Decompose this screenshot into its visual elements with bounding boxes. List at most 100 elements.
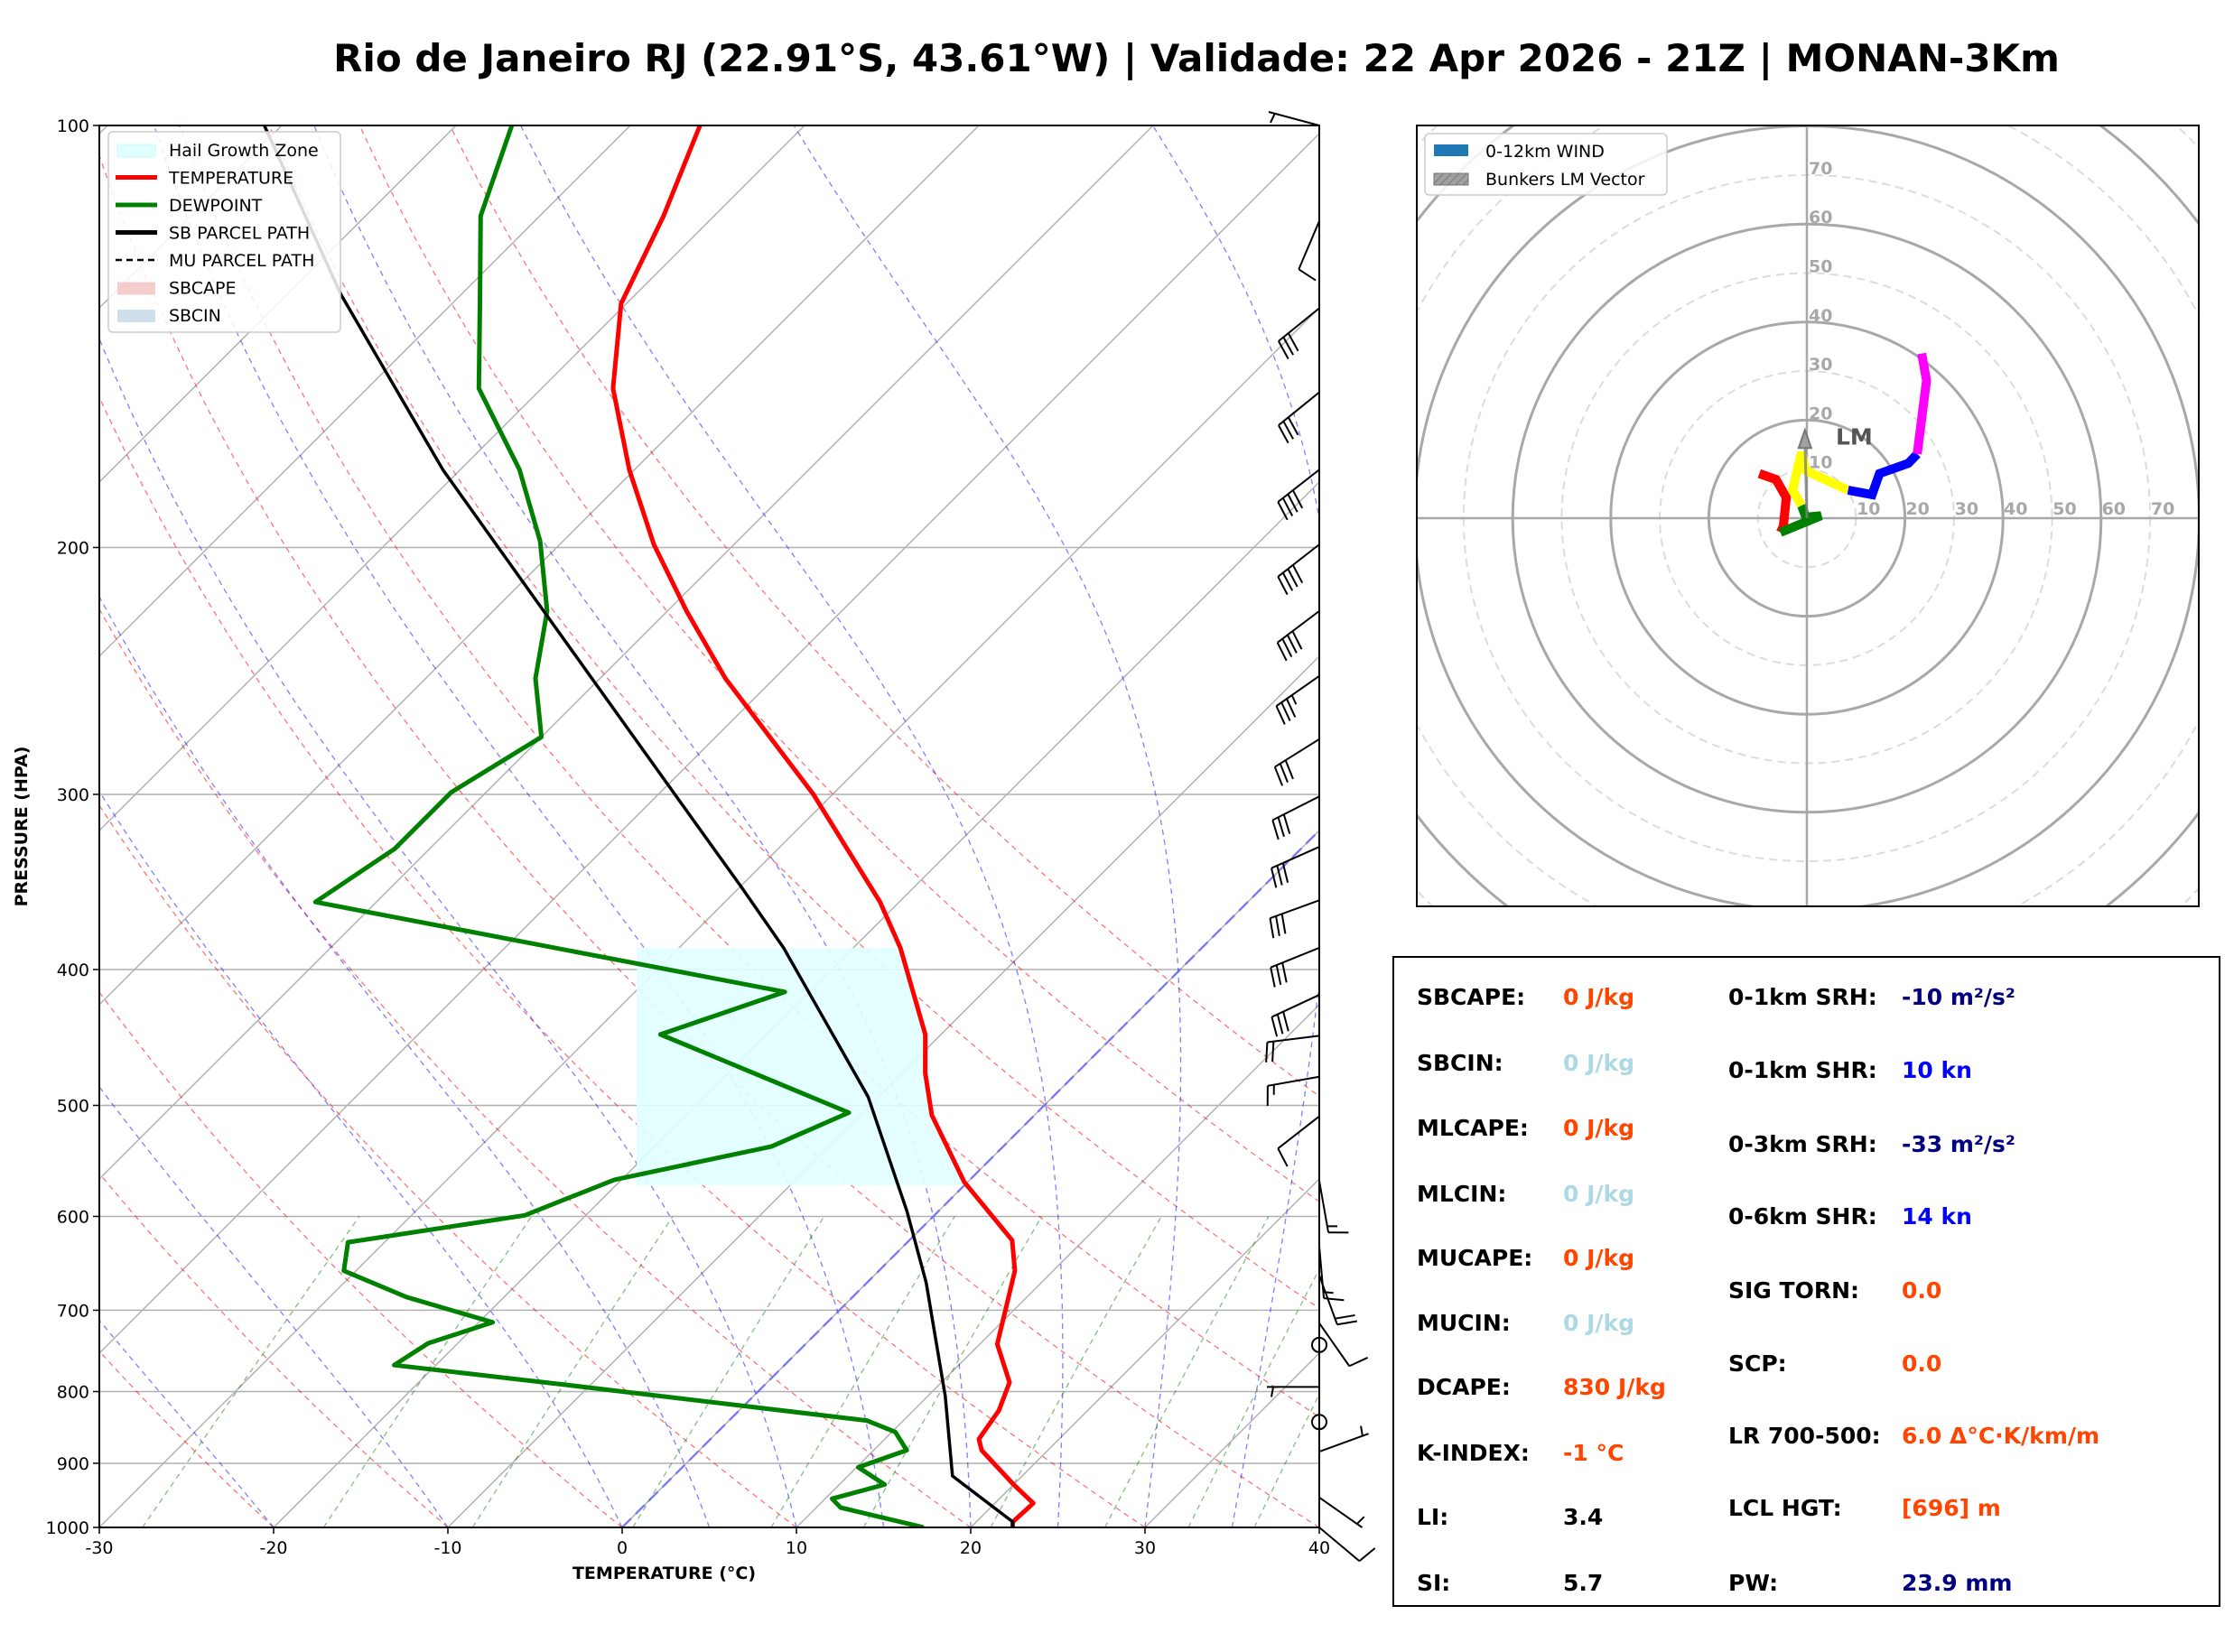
wind-barb — [1311, 1336, 1327, 1353]
barb-feather — [1287, 493, 1299, 513]
y-axis-label: PRESSURE (HPA) — [12, 747, 32, 907]
skewt-legend: Hail Growth Zone TEMPERATURE DEWPOINT SB PA… — [107, 131, 341, 333]
barb-feather — [1278, 340, 1289, 360]
mixing-ratio-line — [1104, 1216, 1270, 1527]
isotherm-line — [796, 1003, 1319, 1527]
legend-label: Bunkers LM Vector — [1485, 170, 1645, 190]
y-tick-label: 500 — [57, 1097, 89, 1117]
stat-label-sig-torn: SIG TORN: — [1728, 1277, 1860, 1304]
y-tick-label: 900 — [57, 1454, 89, 1474]
stat-value-mucin: 0 J/kg — [1563, 1310, 1635, 1336]
legend-box — [107, 131, 341, 333]
legend-label: DEWPOINT — [169, 196, 263, 216]
barb-half-feather — [1271, 1387, 1274, 1397]
skewt-chart: -30 -20 -10 0 10 20 30 40 100 200 300 400 500 600 700 8… — [12, 111, 1376, 1583]
isotherm-line — [99, 306, 1319, 1527]
wind-barb — [1318, 1180, 1349, 1234]
stat-label-srh-0-1km: 0-1km SRH: — [1728, 984, 1877, 1010]
wind-barb — [1266, 1075, 1320, 1107]
moist-adiabat-line — [793, 125, 1182, 1527]
barb-feather — [1271, 820, 1280, 840]
hodograph-segment — [1913, 352, 1931, 455]
stat-value-dcape: 830 J/kg — [1563, 1374, 1666, 1400]
barb-feather — [1279, 763, 1289, 783]
barb-feather — [1280, 914, 1287, 934]
barb-feather — [1281, 638, 1293, 658]
x-tick-label: 20 — [960, 1538, 982, 1558]
hodograph-chart: 10 10 20 20 30 30 40 40 50 50 60 60 70 70 LM 0-12km WIN… — [1416, 125, 2200, 907]
barb-feather — [1280, 701, 1291, 721]
wind-barb — [1268, 111, 1320, 126]
barb-feather — [1269, 917, 1275, 939]
hodograph-ring-label: 30 — [1955, 499, 1978, 519]
barb-feather — [1271, 1016, 1279, 1037]
wind-barb — [1278, 307, 1320, 360]
y-tick-label: 100 — [57, 116, 89, 136]
barb-feather — [1275, 915, 1280, 936]
barb-feather — [1281, 962, 1288, 983]
legend-swatch — [117, 310, 155, 322]
stat-value-sbcape: 0 J/kg — [1563, 984, 1635, 1010]
barb-staff — [1267, 1075, 1320, 1087]
hodograph-ring-label: 70 — [2151, 499, 2174, 519]
chart-title: Rio de Janeiro RJ (22.91°S, 43.61°W) | V… — [333, 36, 2060, 80]
barb-feather — [1286, 698, 1297, 718]
barb-feather — [1335, 1313, 1355, 1320]
barb-feather — [1291, 489, 1304, 509]
hodograph-segment — [1778, 504, 1823, 537]
barb-feather — [1282, 1011, 1289, 1032]
isotherm-line — [99, 125, 457, 484]
wind-barb — [1276, 610, 1320, 662]
stat-label-mucin: MUCIN: — [1417, 1310, 1511, 1336]
barb-staff — [1270, 947, 1320, 969]
barb-staff — [1271, 994, 1320, 1018]
hodograph-ring-label: 30 — [1809, 355, 1832, 375]
wind-barb — [1318, 1323, 1369, 1368]
barb-feather — [1282, 337, 1294, 356]
moist-adiabat-line — [154, 125, 885, 1527]
stat-value-srh-0-3km: -33 m²/s² — [1902, 1131, 2015, 1157]
barb-staff — [1318, 1433, 1369, 1453]
wind-barb — [1318, 1497, 1365, 1528]
hodograph-ring-label: 60 — [2102, 499, 2126, 519]
barb-staff — [1271, 846, 1320, 869]
hodograph-ring-label: 10 — [1809, 453, 1832, 473]
mixing-ratio-line — [322, 1216, 533, 1527]
y-tick-label: 700 — [57, 1301, 89, 1321]
stat-label-lapse-rate: LR 700-500: — [1728, 1423, 1881, 1449]
stat-label-sbcape: SBCAPE: — [1417, 984, 1526, 1010]
hodograph-ring-label: 60 — [1809, 208, 1832, 227]
hodograph-legend: 0-12km WIND Bunkers LM Vector — [1424, 133, 1668, 196]
calm-wind-circle — [1311, 1414, 1327, 1431]
stat-label-k-index: K-INDEX: — [1417, 1440, 1530, 1466]
wind-barb — [1318, 1246, 1345, 1302]
moist-adiabat-line — [99, 337, 797, 1527]
barb-feather — [1282, 813, 1291, 834]
bunkers-lm-vector — [1803, 439, 1809, 519]
legend-label: SBCIN — [169, 306, 221, 326]
wind-barb — [1318, 1275, 1358, 1326]
barb-staff — [1277, 610, 1320, 644]
stat-label-mlcin: MLCIN: — [1417, 1181, 1507, 1207]
barb-staff — [1277, 543, 1320, 578]
wind-barbs — [1265, 111, 1376, 1563]
isotherm-line — [447, 654, 1319, 1527]
legend-swatch — [117, 282, 155, 295]
stat-label-srh-0-3km: 0-3km SRH: — [1728, 1131, 1877, 1157]
barb-staff — [1318, 1527, 1361, 1563]
barb-feather — [1286, 634, 1298, 654]
stat-value-lcl-height: [696] m — [1902, 1495, 2001, 1521]
skewt-plot-area — [99, 125, 1319, 1527]
barb-feather — [1277, 817, 1285, 838]
barb-staff — [1278, 307, 1320, 342]
stat-label-mucape: MUCAPE: — [1417, 1245, 1533, 1271]
moist-adiabat-line — [520, 125, 1064, 1527]
mixing-ratio-line — [142, 1216, 360, 1527]
barb-feather — [1298, 268, 1317, 282]
dry-adiabat-line — [99, 803, 797, 1527]
barb-feather — [1281, 862, 1289, 883]
barb-staff — [1278, 391, 1320, 426]
barb-staff — [1270, 899, 1320, 920]
wind-barb — [1265, 1035, 1320, 1063]
